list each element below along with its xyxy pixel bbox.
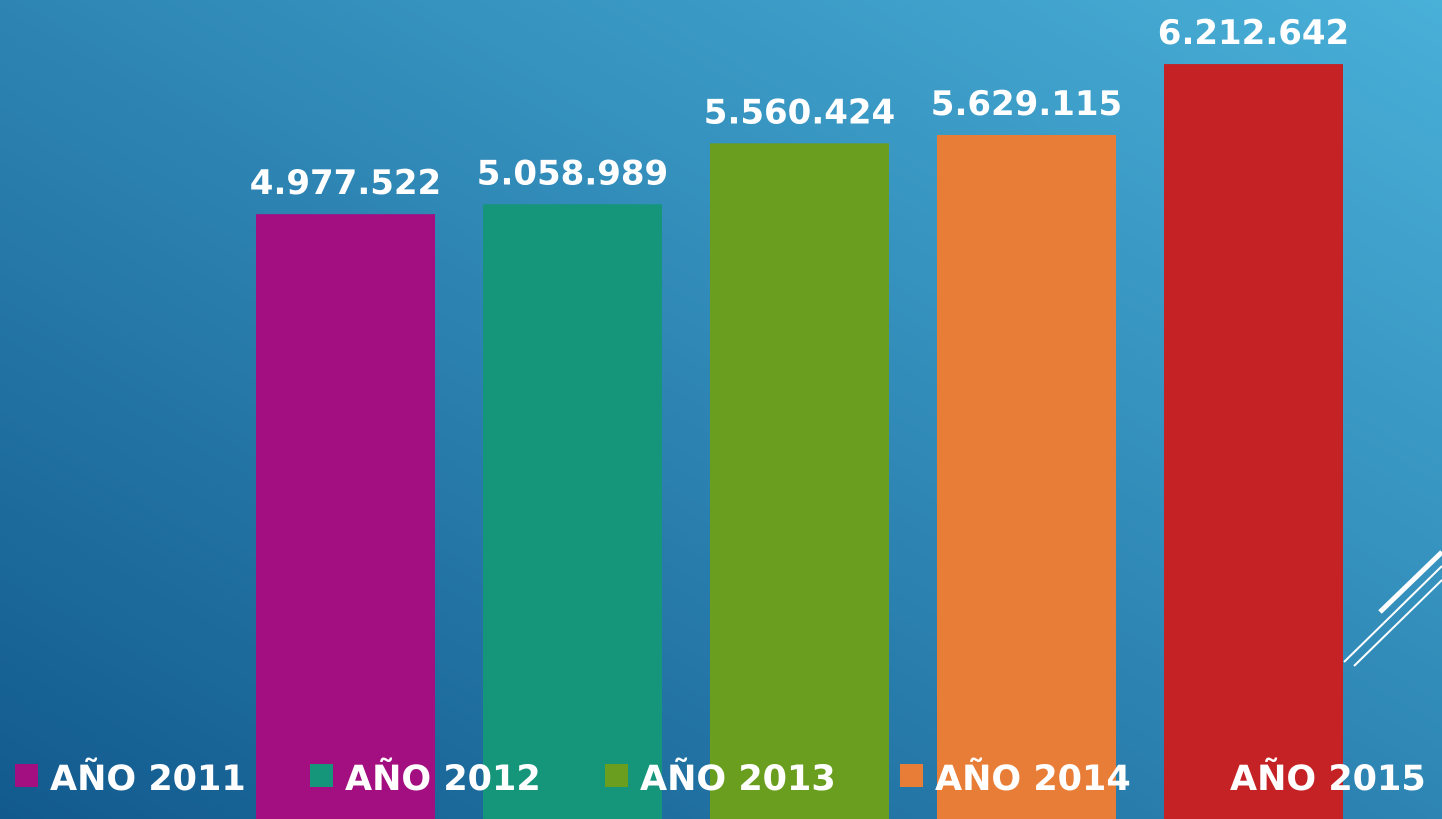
- legend-label: AÑO 2013: [640, 757, 836, 799]
- bar: [483, 204, 662, 819]
- legend-swatch: [15, 764, 38, 787]
- decoration: [1343, 550, 1442, 667]
- bar: [1164, 64, 1343, 819]
- bar: [710, 143, 889, 819]
- bar: [256, 214, 435, 819]
- legend-label: AÑO 2014: [935, 757, 1131, 799]
- value-label: 6.212.642: [1158, 13, 1349, 53]
- value-label: 4.977.522: [250, 163, 441, 203]
- legend-swatch: [605, 764, 628, 787]
- legend-swatch: [900, 764, 923, 787]
- legend-swatch: [1195, 764, 1218, 787]
- legend-label: AÑO 2015: [1230, 757, 1426, 799]
- value-label: 5.560.424: [704, 92, 895, 132]
- bar: [937, 134, 1116, 819]
- legend-swatch: [310, 764, 333, 787]
- value-label: 5.058.989: [477, 153, 668, 193]
- legend-label: AÑO 2012: [345, 757, 541, 799]
- value-label: 5.629.115: [931, 84, 1122, 124]
- legend-label: AÑO 2011: [50, 757, 246, 799]
